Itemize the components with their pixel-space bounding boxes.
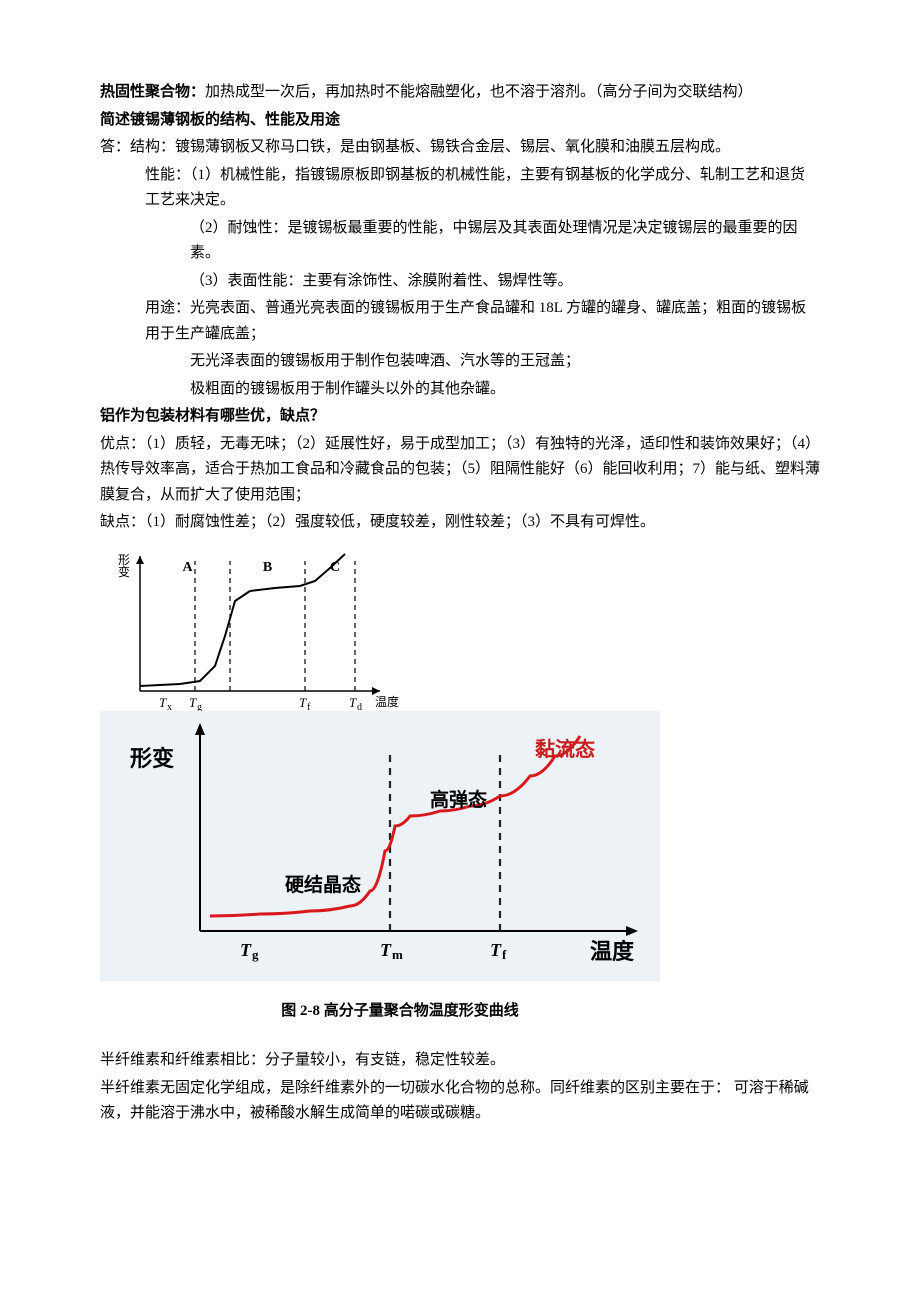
chart1-svg: 形变温度ABCTxTgTfTd [100,546,410,711]
hemicellulose-2: 半纤维素无固定化学组成，是除纤维素外的一切碳水化合物的总称。同纤维素的区别主要在… [100,1076,820,1127]
svg-text:m: m [392,947,403,962]
tinplate-use: 用途：光亮表面、普通光亮表面的镀锡板用于生产食品罐和 18L 方罐的罐身、罐底盖… [100,296,820,347]
svg-text:T: T [349,695,357,710]
tinplate-perf: 性能：（1）机械性能，指镀锡原板即钢基板的机械性能，主要有钢基板的化学成分、轧制… [100,163,820,214]
figure-caption: 图 2-8 高分子量聚合物温度形变曲线 [140,999,660,1025]
svg-text:T: T [159,695,167,710]
svg-text:温度: 温度 [590,939,635,964]
use2: 无光泽表面的镀锡板用于制作包装啤酒、汽水等的王冠盖； [100,349,820,375]
svg-text:T: T [189,695,197,710]
svg-text:T: T [240,940,252,960]
svg-text:x: x [167,702,172,711]
perf-label: 性能： [145,167,190,183]
svg-text:T: T [299,695,307,710]
tinplate-structure: 答：结构：镀锡薄钢板又称马口铁，是由钢基板、锡铁合金层、锡层、氧化膜和油膜五层构… [100,135,820,161]
svg-text:T: T [490,940,502,960]
perf3: （3）表面性能：主要有涂饰性、涂膜附着性、锡焊性等。 [100,269,820,295]
svg-text:形变: 形变 [130,746,174,771]
heading-aluminum: 铝作为包装材料有哪些优，缺点？ [100,404,820,430]
svg-text:f: f [307,702,311,711]
svg-text:f: f [502,947,507,962]
perf1: （1）机械性能，指镀锡原板即钢基板的机械性能，主要有钢基板的化学成分、轧制工艺和… [145,167,805,209]
svg-text:变: 变 [118,564,130,579]
perf2: （2）耐蚀性：是镀锡板最重要的性能，中锡层及其表面处理情况是决定镀锡层的最重要的… [100,216,820,267]
svg-text:B: B [263,560,272,575]
svg-text:高弹态: 高弹态 [430,788,487,811]
svg-text:温度: 温度 [375,694,399,709]
text-thermoset: 加热成型一次后，再加热时不能熔融塑化，也不溶于溶剂。（高分子间为交联结构） [205,84,753,100]
svg-text:g: g [197,702,202,711]
ans-label: 答： [100,139,130,155]
svg-text:C: C [330,560,340,575]
svg-text:g: g [252,947,259,962]
struct-label: 结构： [130,139,175,155]
chart1-block: 形变温度ABCTxTgTfTd [100,546,820,711]
aluminum-dis: 缺点：（1）耐腐蚀性差；（2）强度较低，硬度较差，刚性较差；（3）不具有可焊性。 [100,510,820,536]
use1: 光亮表面、普通光亮表面的镀锡板用于生产食品罐和 18L 方罐的罐身、罐底盖；粗面… [145,300,806,342]
svg-text:A: A [182,560,193,575]
svg-text:d: d [357,702,362,711]
use3: 极粗面的镀锡板用于制作罐头以外的其他杂罐。 [100,377,820,403]
dis-label: 缺点： [100,514,145,530]
chart2-block: 形变温度硬结晶态高弹态黏流态TgTmTf [100,711,660,981]
heading-tinplate: 简述镀锡薄钢板的结构、性能及用途 [100,108,820,134]
dis-text: （1）耐腐蚀性差；（2）强度较低，硬度较差，刚性较差；（3）不具有可焊性。 [145,514,655,530]
svg-text:硬结晶态: 硬结晶态 [285,873,361,896]
adv-label: 优点： [100,436,145,452]
adv-text: （1）质轻，无毒无味；（2）延展性好，易于成型加工；（3）有独特的光泽，适印性和… [100,436,820,503]
hemicellulose-1: 半纤维素和纤维素相比：分子量较小，有支链，稳定性较差。 [100,1048,820,1074]
svg-text:黏流态: 黏流态 [535,737,595,761]
use-label: 用途： [145,300,190,316]
lead-thermoset: 热固性聚合物： [100,84,205,100]
para-thermoset: 热固性聚合物：加热成型一次后，再加热时不能熔融塑化，也不溶于溶剂。（高分子间为交… [100,80,820,106]
chart2-svg: 形变温度硬结晶态高弹态黏流态TgTmTf [100,711,660,981]
struct-text: 镀锡薄钢板又称马口铁，是由钢基板、锡铁合金层、锡层、氧化膜和油膜五层构成。 [175,139,730,155]
aluminum-adv: 优点：（1）质轻，无毒无味；（2）延展性好，易于成型加工；（3）有独特的光泽，适… [100,432,820,509]
svg-text:T: T [380,940,392,960]
